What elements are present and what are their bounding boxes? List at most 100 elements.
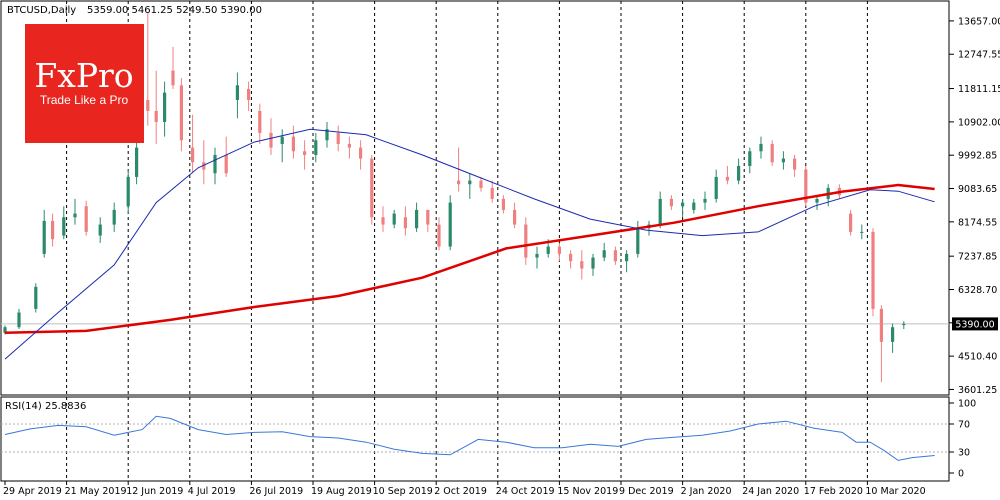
y-tick-label: 6328.70: [958, 285, 997, 296]
candle-body: [84, 206, 88, 232]
candle-body: [557, 246, 561, 254]
candle-body: [392, 213, 396, 225]
candle-body: [613, 250, 617, 262]
last-price-tag: 5390.00: [952, 317, 998, 331]
candle-body: [737, 165, 741, 181]
y-tick-label: 9992.85: [958, 151, 997, 162]
rsi-line: [4, 415, 935, 461]
x-tick-label: 4 Jul 2019: [188, 486, 236, 497]
rsi-y-tick-label: 70: [958, 420, 970, 431]
candle-body: [860, 231, 864, 233]
candle-body: [98, 224, 102, 236]
candle-body: [468, 180, 472, 185]
fxpro-logo: FxPro Trade Like a Pro: [25, 24, 144, 143]
candle-body: [224, 154, 228, 174]
candle-body: [793, 158, 797, 170]
chart-title: BTCUSD,Daily: [7, 5, 76, 16]
candle-body: [171, 70, 175, 86]
candle-body: [370, 158, 374, 218]
rsi-title: RSI(14) 25.8836: [5, 401, 86, 412]
candle-body: [17, 312, 21, 328]
y-tick-label: 10902.00: [958, 117, 1000, 128]
candle-body: [280, 136, 284, 144]
candle-body: [770, 143, 774, 163]
candle-body: [725, 176, 729, 181]
x-tick-label: 2 Jan 2020: [681, 486, 732, 497]
x-tick-label: 21 May 2019: [65, 486, 127, 497]
x-tick-label: 26 Jul 2019: [249, 486, 303, 497]
svg-text:Trade Like a Pro: Trade Like a Pro: [40, 93, 129, 107]
rsi-panel-frame: [0, 396, 950, 482]
x-tick-label: 2 Oct 2019: [434, 486, 487, 497]
x-tick-label: 9 Dec 2019: [619, 486, 674, 497]
candle-body: [325, 129, 329, 141]
y-tick-label: 12747.55: [958, 50, 1000, 61]
x-tick-label: 19 Aug 2019: [311, 486, 372, 497]
rsi-axis: 100 70 30 0: [949, 399, 976, 480]
candle-body: [602, 250, 606, 258]
rsi-y-tick-label: 30: [958, 448, 970, 459]
x-tick-label: 15 Nov 2019: [557, 486, 618, 497]
candle-body: [437, 224, 441, 247]
x-tick-label: 12 Jun 2019: [126, 486, 183, 497]
candle-body: [3, 327, 7, 333]
candle-body: [235, 85, 239, 100]
candle-body: [62, 217, 66, 236]
candle-body: [336, 132, 340, 144]
candle-body: [658, 198, 662, 225]
candle-body: [291, 136, 295, 152]
y-tick-label: 3601.25: [958, 385, 997, 396]
candle-body: [781, 158, 785, 163]
candle-body: [490, 187, 494, 199]
candle-body: [269, 132, 273, 148]
candle-body: [569, 253, 573, 262]
ma-slow-line: [4, 183, 935, 334]
candle-body: [135, 147, 139, 177]
candle-body: [426, 209, 430, 225]
candle-body: [202, 162, 206, 170]
candle-body: [112, 209, 116, 225]
x-tick-label: 29 Apr 2019: [3, 486, 62, 497]
candle-body: [457, 180, 461, 185]
vertical-grid: [66, 1, 868, 481]
candle-body: [804, 169, 808, 203]
candle-body: [879, 308, 883, 342]
candle-body: [535, 253, 539, 258]
rsi-y-tick-label: 100: [958, 399, 976, 410]
x-tick-label: 10 Sep 2019: [373, 486, 433, 497]
candle-body: [871, 231, 875, 309]
y-tick-label: 7237.85: [958, 252, 997, 263]
y-tick-label: 4510.40: [958, 352, 997, 363]
candle-body: [247, 88, 251, 100]
candle-body: [669, 198, 673, 207]
y-tick-label: 9083.65: [958, 184, 997, 195]
ohlc-values: 5359.00 5461.25 5249.50 5390.00: [87, 5, 262, 16]
candle-body: [347, 143, 351, 148]
candle-body: [179, 85, 183, 141]
y-tick-label: 11811.15: [958, 84, 1000, 95]
price-axis: 13657.00 12747.55 11811.15 10902.00 9992.85 9…: [949, 16, 1000, 396]
svg-text:FxPro: FxPro: [34, 56, 133, 95]
x-tick-label: 10 Mar 2020: [865, 486, 925, 497]
candle-body: [34, 286, 38, 309]
candle-body: [479, 180, 483, 188]
candle-body: [381, 217, 385, 225]
candle-body: [636, 228, 640, 254]
candle-body: [748, 151, 752, 166]
candle-body: [359, 147, 363, 159]
candle-body: [524, 224, 528, 258]
candle-body: [51, 220, 55, 240]
candle-body: [591, 257, 595, 269]
candle-body: [258, 110, 262, 133]
y-tick-label: 8174.55: [958, 217, 997, 228]
candle-body: [163, 92, 167, 122]
candle-body: [213, 154, 217, 174]
last-price-label: 5390.00: [955, 319, 994, 330]
candle-body: [73, 213, 77, 218]
candle-body: [714, 176, 718, 199]
candle-body: [146, 99, 150, 111]
candle-body: [815, 198, 819, 203]
candle-body: [902, 323, 906, 326]
candle-body: [703, 198, 707, 203]
